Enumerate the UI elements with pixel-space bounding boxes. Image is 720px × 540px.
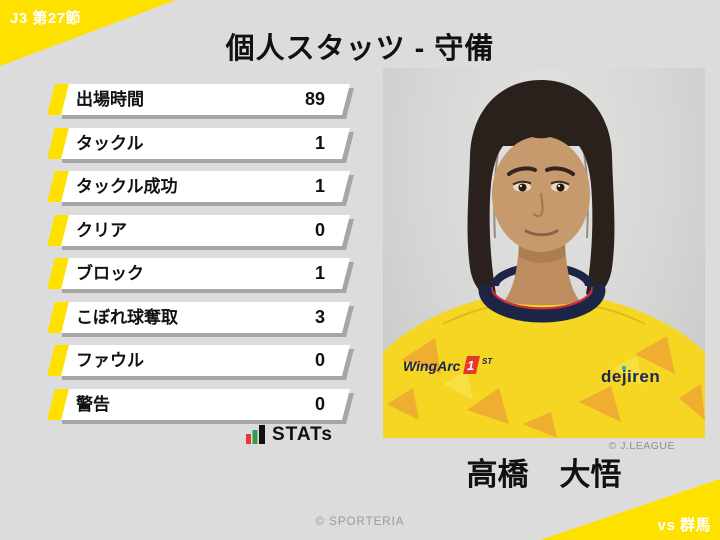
stat-value: 0: [314, 220, 325, 240]
stat-label: クリア: [76, 221, 127, 240]
jersey-sponsor-suffix-text: ST: [482, 357, 493, 366]
stat-row: ブロック 1: [47, 258, 354, 293]
jersey-sponsor-dejiren-text: dejiren: [601, 367, 660, 386]
stat-label: 出場時間: [76, 90, 144, 109]
round-label: J3 第27節: [10, 10, 82, 27]
player-portrait-illustration: WingArc 1 ST dejiren: [383, 80, 705, 438]
stats-logo-text: STATs: [272, 424, 333, 445]
stat-row: クリア 0: [47, 215, 354, 250]
photo-credit: © J.LEAGUE: [608, 440, 675, 452]
stat-label: ブロック: [76, 264, 144, 283]
stat-value: 0: [314, 350, 325, 370]
stat-value: 1: [314, 263, 325, 283]
stats-logo: STATs: [246, 423, 333, 444]
stat-bar: [58, 258, 350, 289]
stat-row: 出場時間 89: [47, 84, 354, 119]
opponent-label: vs 群馬: [657, 517, 711, 534]
stat-value: 1: [314, 176, 325, 196]
stat-value: 89: [304, 89, 325, 109]
stat-row: 警告 0: [47, 389, 354, 424]
jersey-sponsor-wingarc-text: WingArc: [403, 358, 461, 374]
stat-bar: [58, 84, 350, 115]
stat-value: 3: [314, 307, 325, 327]
stat-bar: [58, 171, 350, 202]
footer-credit: © SPORTERIA: [315, 516, 405, 528]
stat-bar: [58, 389, 350, 420]
stat-row: タックル成功 1: [47, 171, 354, 206]
stat-bar: [58, 302, 350, 333]
stat-value: 1: [314, 133, 325, 153]
stat-bar: [58, 128, 350, 159]
player-name: 高橋 大悟: [466, 457, 622, 492]
dejiren-teal-dot: [621, 365, 627, 371]
jersey-sponsor-badge-text: 1: [467, 358, 474, 373]
bar-chart-icon: [246, 425, 265, 444]
stat-label: ファウル: [76, 351, 144, 370]
stat-label: 警告: [76, 395, 110, 414]
jersey-sponsor-wingarc-logo: WingArc 1 ST: [403, 356, 493, 374]
stat-row: こぼれ球奪取 3: [47, 302, 354, 337]
stat-row: ファウル 0: [47, 345, 354, 380]
stat-value: 0: [314, 394, 325, 414]
stat-bar: [58, 345, 350, 376]
stat-row: タックル 1: [47, 128, 354, 163]
stat-label: タックル: [76, 134, 144, 153]
stat-label: タックル成功: [76, 177, 178, 196]
stat-bar: [58, 215, 350, 246]
stat-label: こぼれ球奪取: [76, 308, 178, 327]
page-title: 個人スタッツ - 守備: [225, 33, 495, 65]
player-photo: WingArc 1 ST dejiren: [383, 68, 705, 438]
